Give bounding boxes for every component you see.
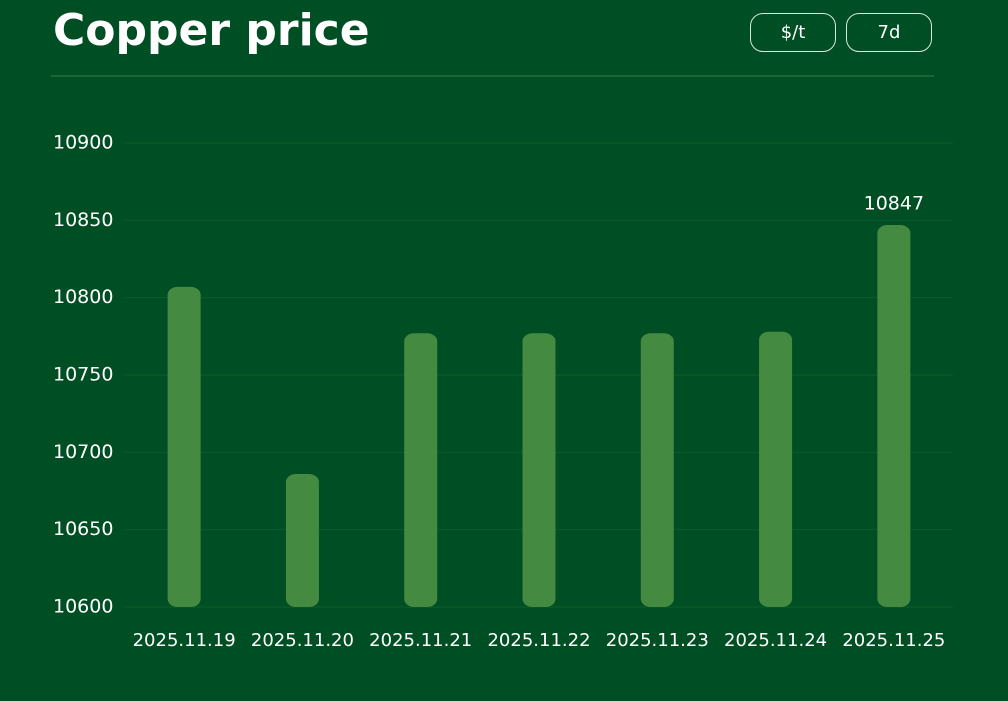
bar <box>404 333 438 607</box>
x-tick-label: 2025.11.24 <box>724 630 827 651</box>
y-tick-label: 10800 <box>53 286 113 308</box>
x-tick-label: 2025.11.19 <box>133 630 236 651</box>
x-tick-label: 2025.11.21 <box>369 630 472 651</box>
y-tick-label: 10850 <box>53 209 113 231</box>
bar <box>640 333 674 607</box>
x-tick-label: 2025.11.25 <box>842 630 945 651</box>
y-tick-label: 10650 <box>53 518 113 540</box>
bar <box>522 333 556 607</box>
y-tick-label: 10700 <box>53 441 113 463</box>
range-button[interactable]: 7d <box>846 13 932 52</box>
x-tick-label: 2025.11.22 <box>487 630 590 651</box>
x-tick-label: 2025.11.23 <box>606 630 709 651</box>
unit-button[interactable]: $/t <box>750 13 836 52</box>
bar <box>285 473 319 607</box>
x-tick-label: 2025.11.20 <box>251 630 354 651</box>
y-tick-label: 10600 <box>53 596 113 618</box>
y-tick-label: 10900 <box>53 132 113 154</box>
bar <box>167 286 201 607</box>
y-tick-label: 10750 <box>53 364 113 386</box>
chart-title: Copper price <box>53 5 370 56</box>
bar <box>759 331 793 607</box>
value-label: 10847 <box>864 192 924 214</box>
bar <box>877 224 911 607</box>
